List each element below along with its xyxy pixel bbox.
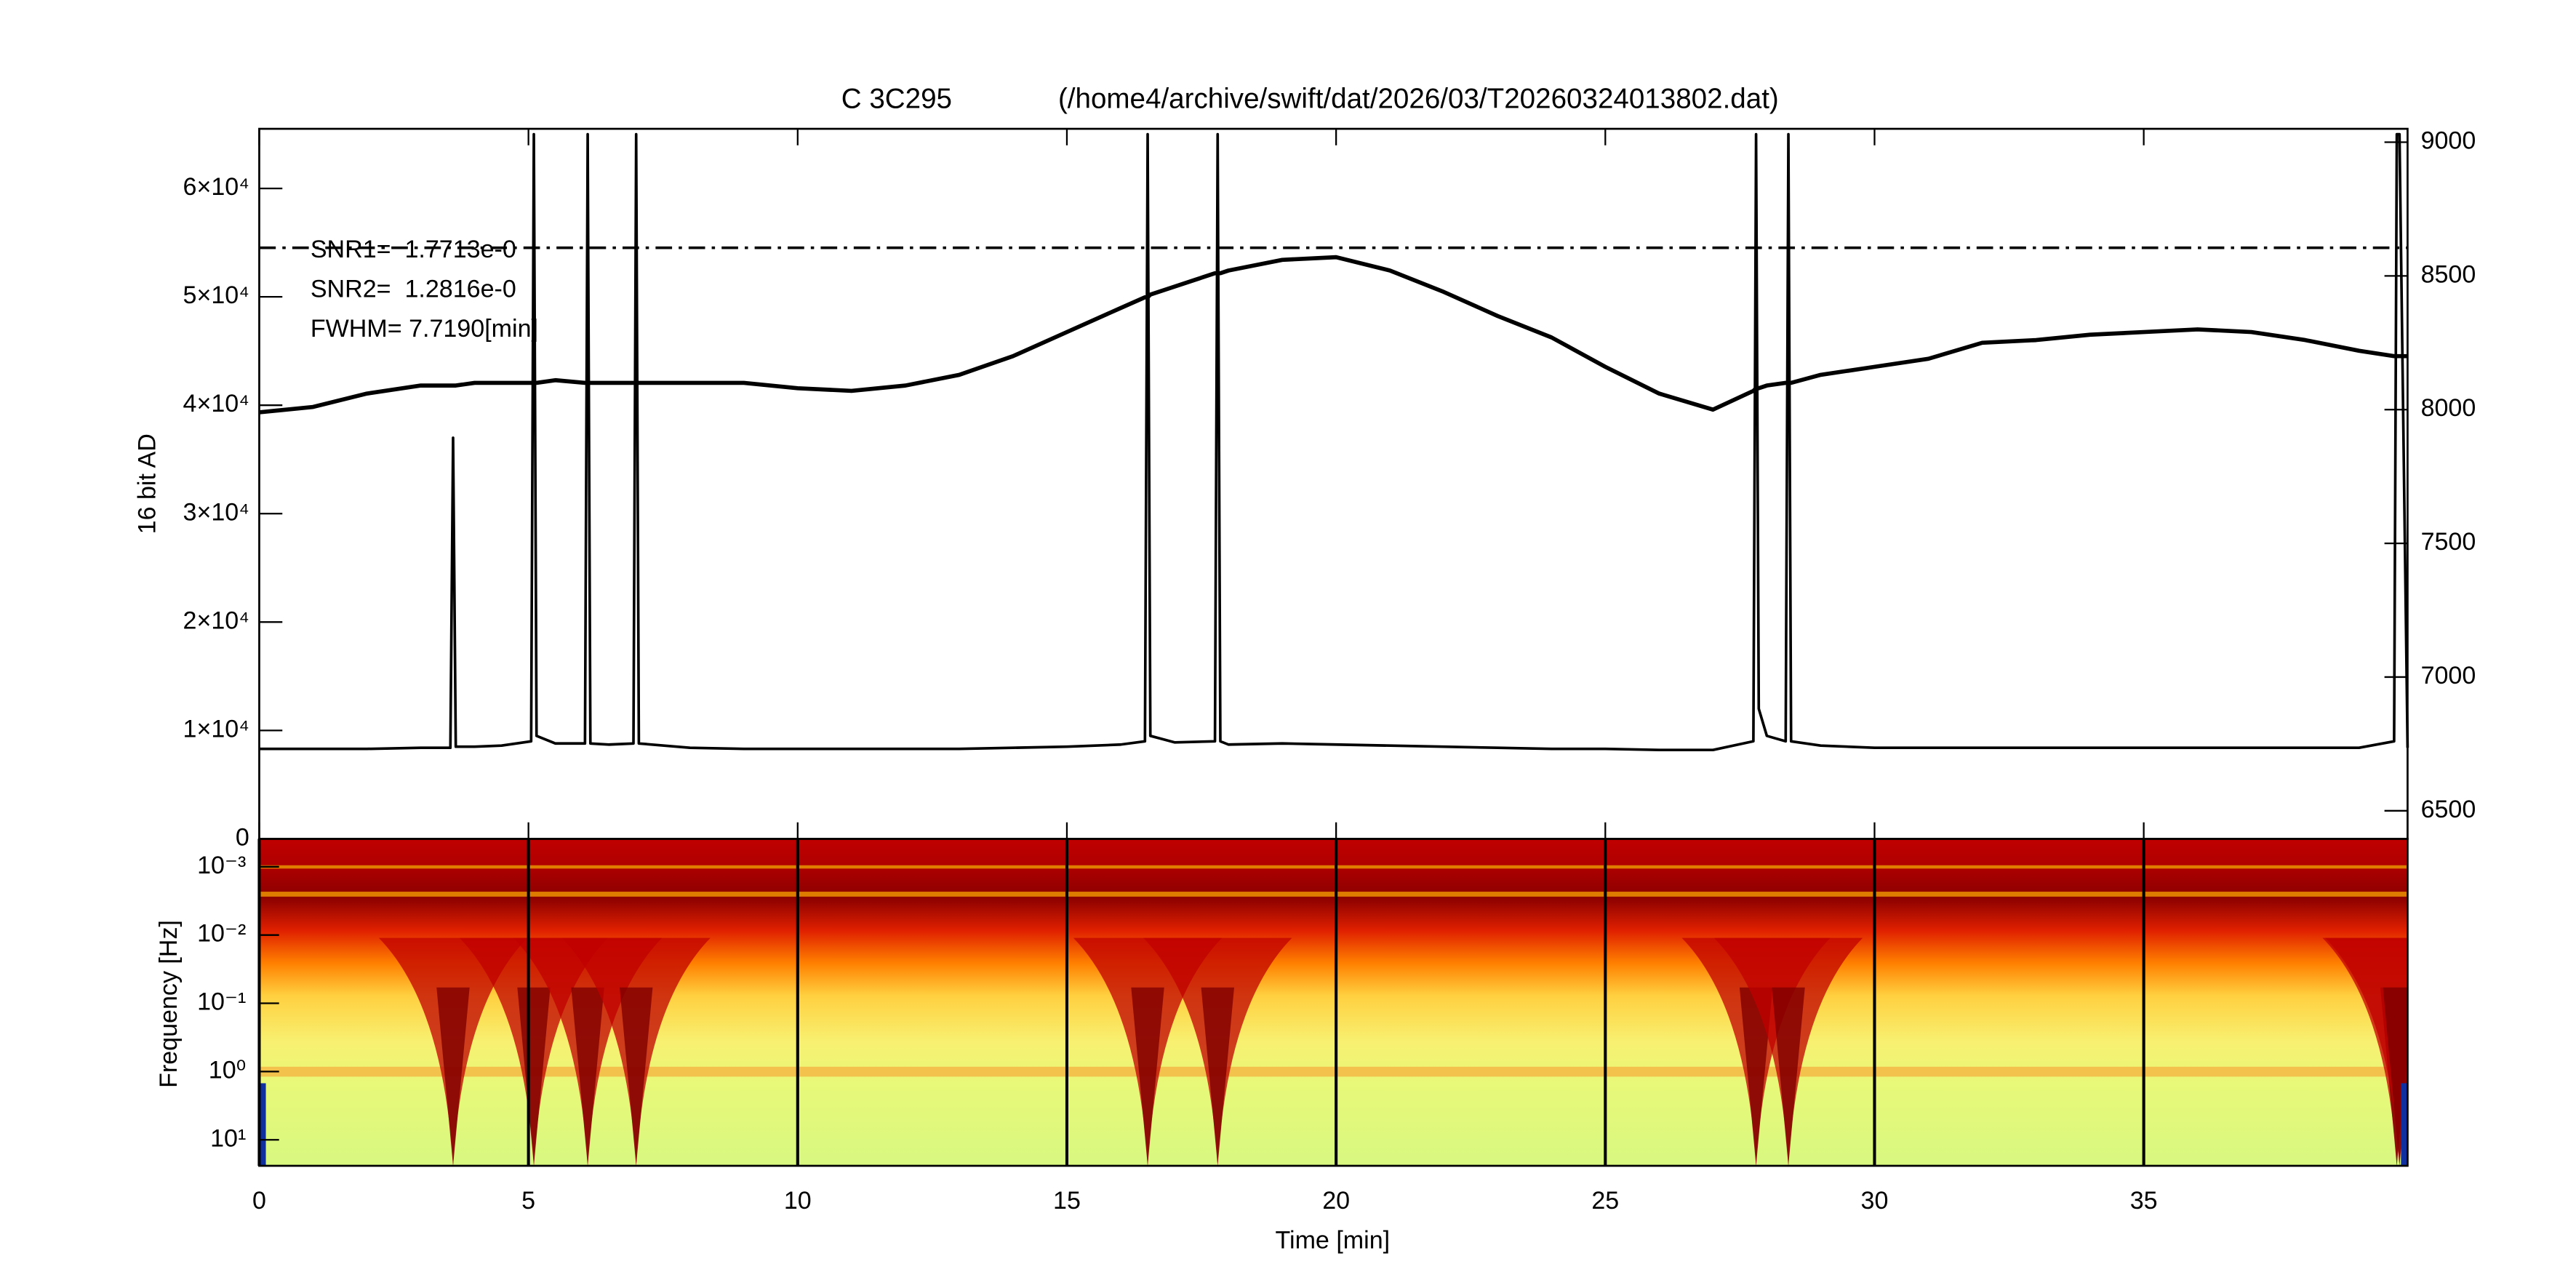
- spectrogram: [259, 839, 2408, 1166]
- y-tick-label: 3×10⁴: [183, 498, 249, 526]
- y2-tick-label: 8000: [2421, 394, 2476, 422]
- spectrogram-band: [259, 892, 2408, 897]
- x-tick-label: 20: [1322, 1187, 1350, 1215]
- y2-tick-label: 6500: [2421, 796, 2476, 823]
- y-axis-label: Frequency [Hz]: [155, 920, 183, 1088]
- y-tick-label: 10⁻³: [197, 852, 246, 879]
- x-axis-label: Time [min]: [1275, 1226, 1390, 1254]
- spectrogram-dip: [1201, 987, 1234, 1166]
- y-tick-label: 0: [236, 823, 249, 851]
- y2-tick-label: 7500: [2421, 528, 2476, 556]
- spectrogram-dip: [1131, 987, 1164, 1166]
- y-tick-label: 10⁻²: [197, 920, 246, 948]
- chart-title: C 3C295: [841, 84, 952, 115]
- spectrogram-dip: [517, 987, 551, 1166]
- y-tick-label: 1×10⁴: [183, 715, 249, 743]
- y-tick-label: 4×10⁴: [183, 390, 249, 417]
- x-tick-label: 35: [2130, 1187, 2158, 1215]
- x-tick-label: 25: [1591, 1187, 1619, 1215]
- spectrogram-dip: [620, 987, 653, 1166]
- spectrogram-dip: [1739, 987, 1773, 1166]
- chart-title: (/home4/archive/swift/dat/2026/03/T20260…: [1058, 84, 1779, 115]
- plot-frame: [258, 838, 2409, 1167]
- spectrogram-edge: [2401, 1083, 2408, 1166]
- x-tick-label: 15: [1053, 1187, 1081, 1215]
- spectrogram-band: [259, 865, 2408, 869]
- spectrogram-edge: [259, 1083, 266, 1166]
- annotation: SNR1= 1.7713e-0: [311, 236, 516, 263]
- y2-tick-label: 8500: [2421, 260, 2476, 288]
- y-tick-label: 10¹: [210, 1124, 246, 1152]
- x-tick-label: 30: [1861, 1187, 1889, 1215]
- y-tick-label: 5×10⁴: [183, 281, 249, 309]
- y-tick-label: 10⁰: [209, 1056, 247, 1084]
- spectrogram-dip: [436, 987, 470, 1166]
- y-axis-label: 16 bit AD: [133, 433, 161, 534]
- x-tick-label: 0: [252, 1187, 266, 1215]
- y2-tick-label: 9000: [2421, 127, 2476, 154]
- series-line: [259, 132, 2409, 752]
- y-tick-label: 6×10⁴: [183, 173, 249, 201]
- spectrogram-dip: [571, 987, 604, 1166]
- annotation: SNR2= 1.2816e-0: [311, 276, 516, 303]
- y-tick-label: 10⁻¹: [197, 988, 246, 1016]
- y-tick-label: 2×10⁴: [183, 607, 249, 634]
- annotation: FWHM= 7.7190[min]: [311, 315, 538, 343]
- x-tick-label: 5: [521, 1187, 535, 1215]
- x-tick-label: 10: [784, 1187, 812, 1215]
- y2-tick-label: 7000: [2421, 662, 2476, 689]
- spectrogram-dip: [1772, 987, 1805, 1166]
